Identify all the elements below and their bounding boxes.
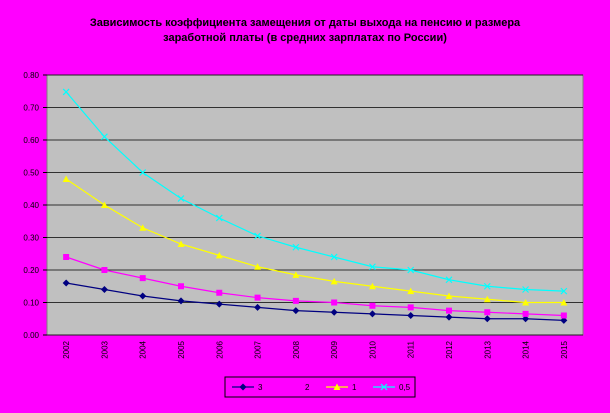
marker — [560, 316, 568, 324]
marker — [369, 302, 376, 309]
marker — [254, 232, 261, 240]
x-tick-label: 2003 — [100, 340, 109, 358]
marker — [215, 251, 223, 259]
marker — [522, 315, 530, 323]
legend-label: 3 — [258, 383, 263, 392]
marker — [216, 289, 223, 296]
marker — [483, 315, 491, 323]
marker — [522, 310, 529, 317]
y-tick-label: 0.60 — [23, 136, 39, 145]
legend-marker — [380, 383, 388, 391]
x-tick-label: 2006 — [215, 340, 224, 358]
marker — [484, 309, 491, 316]
series-line — [66, 282, 564, 321]
marker — [100, 201, 108, 208]
marker — [177, 240, 185, 247]
marker — [139, 292, 147, 300]
marker — [139, 275, 146, 282]
marker — [178, 283, 184, 290]
marker — [139, 169, 147, 176]
marker — [292, 307, 300, 315]
marker — [62, 279, 70, 287]
x-tick-label: 2015 — [560, 340, 569, 358]
marker — [522, 286, 529, 293]
y-tick-label: 0.00 — [23, 331, 39, 340]
marker — [407, 287, 415, 295]
marker — [177, 297, 185, 305]
marker — [215, 214, 223, 222]
legend-label: 0,5 — [399, 383, 411, 392]
marker — [292, 297, 299, 304]
marker — [63, 254, 70, 260]
series-line — [65, 91, 564, 292]
x-tick-label: 2012 — [445, 340, 454, 358]
legend-label: 1 — [352, 383, 357, 392]
x-tick-label: 2010 — [368, 340, 377, 358]
y-tick-label: 0.20 — [23, 266, 39, 275]
marker — [368, 310, 376, 318]
marker — [560, 312, 567, 319]
x-tick-label: 2013 — [483, 340, 492, 358]
legend-marker — [333, 383, 341, 390]
y-tick-label: 0.30 — [23, 234, 39, 243]
x-tick-label: 2009 — [330, 340, 339, 358]
y-tick-label: 0.10 — [23, 299, 39, 308]
marker — [100, 286, 108, 293]
legend-label: 2 — [305, 383, 310, 392]
marker — [407, 304, 414, 311]
marker — [331, 299, 338, 306]
legend-box — [224, 376, 416, 398]
marker — [62, 175, 70, 182]
marker — [407, 266, 415, 274]
marker — [330, 277, 338, 285]
marker — [62, 88, 70, 96]
marker — [292, 271, 300, 278]
marker — [445, 292, 453, 299]
y-tick-label: 0.70 — [23, 104, 39, 113]
marker — [254, 294, 261, 301]
series-line — [65, 178, 564, 304]
marker — [101, 267, 108, 273]
marker — [330, 253, 338, 261]
y-tick-label: 0.50 — [23, 169, 39, 178]
x-tick-label: 2007 — [254, 340, 263, 358]
y-tick-label: 0.80 — [23, 71, 39, 80]
marker — [560, 299, 568, 306]
x-tick-label: 2005 — [177, 340, 186, 358]
marker — [560, 287, 568, 295]
marker — [369, 263, 376, 271]
marker — [446, 307, 452, 314]
series-line — [65, 256, 564, 317]
marker — [215, 300, 223, 308]
marker — [445, 276, 453, 284]
marker — [368, 282, 376, 290]
marker — [330, 308, 338, 316]
x-tick-label: 2008 — [292, 340, 301, 358]
marker — [292, 243, 300, 251]
y-tick-label: 0.40 — [23, 201, 39, 210]
marker — [522, 299, 530, 306]
x-tick-label: 2011 — [407, 340, 416, 358]
x-tick-label: 2004 — [139, 340, 148, 358]
marker — [254, 303, 262, 311]
marker — [177, 195, 185, 202]
marker — [483, 295, 491, 303]
marker — [483, 282, 491, 290]
x-tick-label: 2014 — [522, 340, 531, 358]
chart-title: Зависимость коэффициента замещения от да… — [89, 17, 521, 44]
legend-marker — [287, 384, 293, 390]
legend-marker — [239, 383, 247, 391]
marker — [445, 313, 453, 321]
marker — [254, 263, 262, 270]
marker — [101, 133, 108, 141]
marker — [139, 224, 147, 231]
x-tick-label: 2002 — [62, 340, 71, 358]
marker — [407, 312, 415, 319]
